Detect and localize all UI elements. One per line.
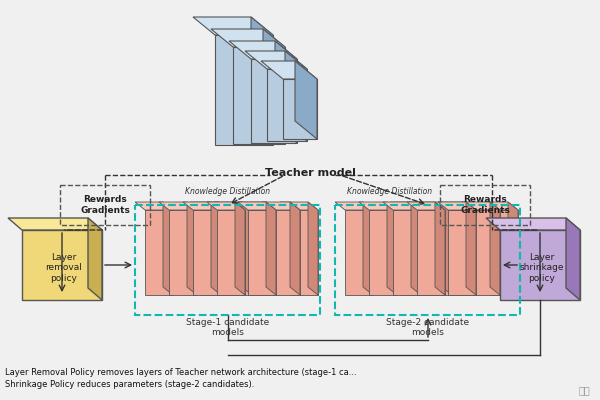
Polygon shape xyxy=(566,218,580,300)
Polygon shape xyxy=(417,210,445,295)
Polygon shape xyxy=(251,17,273,145)
Polygon shape xyxy=(267,69,307,141)
Polygon shape xyxy=(359,202,397,210)
Polygon shape xyxy=(335,202,373,210)
Bar xyxy=(135,205,320,315)
Text: Stage-1 candidate
models: Stage-1 candidate models xyxy=(187,318,269,338)
Polygon shape xyxy=(263,29,285,144)
Polygon shape xyxy=(390,202,428,210)
Polygon shape xyxy=(183,202,221,210)
Polygon shape xyxy=(407,202,445,210)
Polygon shape xyxy=(411,202,421,295)
Polygon shape xyxy=(345,210,373,295)
Polygon shape xyxy=(280,202,318,210)
Polygon shape xyxy=(214,202,252,210)
Polygon shape xyxy=(235,202,245,295)
Polygon shape xyxy=(159,202,197,210)
Polygon shape xyxy=(393,210,421,295)
Polygon shape xyxy=(238,202,276,210)
Polygon shape xyxy=(363,202,373,295)
Polygon shape xyxy=(238,202,276,210)
Polygon shape xyxy=(190,202,228,210)
Polygon shape xyxy=(480,202,518,210)
Polygon shape xyxy=(290,210,318,295)
Polygon shape xyxy=(187,202,197,295)
Polygon shape xyxy=(266,202,276,295)
Polygon shape xyxy=(242,202,252,295)
Polygon shape xyxy=(285,51,307,141)
Text: Teacher model: Teacher model xyxy=(265,168,355,178)
Polygon shape xyxy=(245,51,307,69)
Polygon shape xyxy=(414,202,452,210)
Polygon shape xyxy=(490,202,500,295)
Text: Rewards
Gradients: Rewards Gradients xyxy=(80,195,130,215)
Polygon shape xyxy=(207,202,245,210)
Polygon shape xyxy=(275,41,297,143)
Text: Layer
shrinkage
policy: Layer shrinkage policy xyxy=(520,253,564,283)
Polygon shape xyxy=(283,79,317,139)
Text: Knowledge Distillation: Knowledge Distillation xyxy=(185,188,271,196)
Polygon shape xyxy=(486,218,580,230)
Polygon shape xyxy=(295,61,317,139)
Polygon shape xyxy=(135,202,173,210)
Polygon shape xyxy=(266,202,276,295)
Polygon shape xyxy=(248,210,276,295)
Polygon shape xyxy=(308,202,318,295)
Polygon shape xyxy=(163,202,173,295)
Bar xyxy=(440,185,530,225)
Polygon shape xyxy=(272,210,300,295)
Polygon shape xyxy=(233,47,285,144)
Polygon shape xyxy=(224,210,252,295)
Bar xyxy=(335,205,520,315)
Polygon shape xyxy=(88,218,102,300)
Text: Shrinkage Policy reduces parameters (stage-2 candidates).: Shrinkage Policy reduces parameters (sta… xyxy=(5,380,254,389)
Polygon shape xyxy=(466,202,476,295)
Polygon shape xyxy=(383,202,421,210)
Polygon shape xyxy=(442,202,452,295)
Polygon shape xyxy=(500,230,580,300)
Polygon shape xyxy=(369,210,397,295)
Polygon shape xyxy=(472,210,500,295)
Polygon shape xyxy=(435,202,445,295)
Polygon shape xyxy=(490,210,518,295)
Polygon shape xyxy=(508,202,518,295)
Polygon shape xyxy=(200,210,228,295)
Polygon shape xyxy=(218,202,228,295)
Text: Knowledge Distillation: Knowledge Distillation xyxy=(347,188,433,196)
Polygon shape xyxy=(169,210,197,295)
Polygon shape xyxy=(387,202,397,295)
Polygon shape xyxy=(400,210,428,295)
Text: 知乎: 知乎 xyxy=(578,385,590,395)
Polygon shape xyxy=(248,210,276,295)
Polygon shape xyxy=(438,202,476,210)
Polygon shape xyxy=(145,210,173,295)
Polygon shape xyxy=(466,202,476,295)
Bar xyxy=(60,185,150,225)
Polygon shape xyxy=(229,41,297,59)
Polygon shape xyxy=(261,61,317,79)
Polygon shape xyxy=(193,17,273,35)
Polygon shape xyxy=(424,210,452,295)
Polygon shape xyxy=(217,210,245,295)
Polygon shape xyxy=(251,59,297,143)
Polygon shape xyxy=(8,218,102,230)
Polygon shape xyxy=(22,230,102,300)
Polygon shape xyxy=(193,210,221,295)
Text: Stage-2 candidate
models: Stage-2 candidate models xyxy=(386,318,470,338)
Polygon shape xyxy=(448,210,476,295)
Text: Layer Removal Policy removes layers of Teacher network architecture (stage-1 ca.: Layer Removal Policy removes layers of T… xyxy=(5,368,356,377)
Polygon shape xyxy=(211,202,221,295)
Polygon shape xyxy=(438,202,476,210)
Polygon shape xyxy=(418,202,428,295)
Polygon shape xyxy=(290,202,300,295)
Polygon shape xyxy=(262,202,300,210)
Polygon shape xyxy=(462,202,500,210)
Polygon shape xyxy=(448,210,476,295)
Text: Rewards
Gradients: Rewards Gradients xyxy=(460,195,510,215)
Polygon shape xyxy=(211,29,285,47)
Text: Layer
removal
policy: Layer removal policy xyxy=(46,253,82,283)
Polygon shape xyxy=(215,35,273,145)
